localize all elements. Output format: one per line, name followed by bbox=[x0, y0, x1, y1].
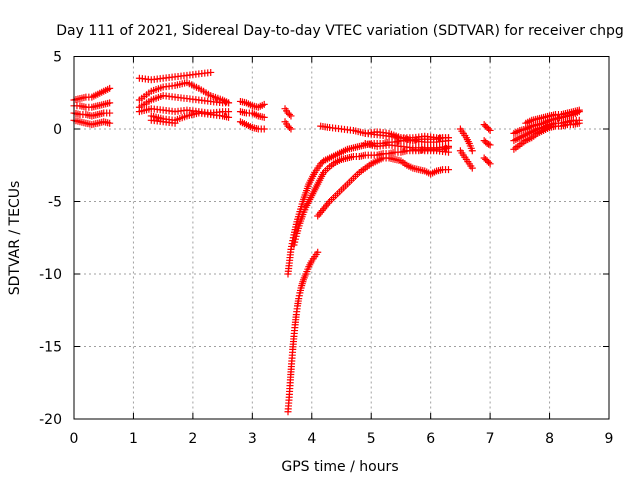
data-point bbox=[445, 144, 452, 152]
data-series-arc-e3 bbox=[284, 248, 322, 416]
data-point bbox=[486, 126, 494, 134]
x-tick-label: 7 bbox=[486, 431, 495, 447]
data-point bbox=[575, 106, 583, 114]
data-series-arc-c4 bbox=[281, 105, 295, 120]
data-series-arc-a4 bbox=[70, 116, 114, 129]
data-series-arc-e2 bbox=[290, 144, 452, 249]
data-series-arc-g4 bbox=[522, 106, 583, 127]
y-axis-label: SDTVAR / TECUs bbox=[7, 181, 23, 296]
data-point bbox=[485, 125, 493, 133]
data-point bbox=[445, 134, 452, 142]
data-point bbox=[314, 248, 322, 256]
x-tick-label: 0 bbox=[70, 431, 79, 447]
x-tick-label: 5 bbox=[367, 431, 376, 447]
y-tick-label: -10 bbox=[39, 267, 62, 283]
data-point bbox=[285, 111, 293, 118]
plot-frame bbox=[73, 56, 610, 420]
x-axis-label: GPS time / hours bbox=[281, 459, 398, 475]
y-tick-label: -5 bbox=[48, 195, 62, 211]
x-tick-label: 6 bbox=[426, 431, 435, 447]
data-point bbox=[483, 140, 491, 147]
y-tick-label: -15 bbox=[39, 340, 62, 356]
data-series-arc-b1 bbox=[135, 68, 215, 84]
data-point bbox=[106, 119, 114, 127]
data-point bbox=[171, 119, 179, 127]
x-tick-label: 8 bbox=[545, 431, 554, 447]
data-point bbox=[260, 113, 268, 121]
data-series-arc-f1 bbox=[456, 125, 476, 155]
data-point bbox=[485, 158, 493, 166]
data-series-arc-a1 bbox=[70, 84, 114, 104]
data-series-arc-f3 bbox=[480, 121, 494, 134]
data-point bbox=[445, 166, 452, 174]
axis-ticks bbox=[73, 56, 610, 420]
data-point bbox=[106, 84, 114, 92]
data-series-arc-b6 bbox=[147, 116, 179, 127]
data-points bbox=[70, 68, 583, 416]
data-series-arc-f2 bbox=[456, 147, 476, 172]
data-series-arc-a2 bbox=[70, 99, 114, 111]
chart-title: Day 111 of 2021, Sidereal Day-to-day VTE… bbox=[56, 23, 624, 39]
data-series-arc-a3 bbox=[70, 109, 114, 120]
x-tick-label: 4 bbox=[307, 431, 316, 447]
data-point bbox=[287, 112, 295, 120]
data-series-arc-b5 bbox=[147, 109, 233, 124]
data-series-arc-c3 bbox=[236, 118, 268, 133]
y-tick-label: 0 bbox=[53, 122, 62, 138]
data-point bbox=[575, 119, 583, 127]
data-series-arc-c2 bbox=[236, 108, 268, 121]
data-series-arc-b3 bbox=[135, 92, 233, 111]
data-point bbox=[207, 68, 215, 76]
data-series-arc-e1 bbox=[284, 134, 452, 278]
data-point bbox=[468, 147, 476, 155]
data-point bbox=[260, 125, 268, 133]
data-point bbox=[260, 100, 268, 108]
tick-labels: 0 1 2 3 4 5 6 7 8 9 5 0 -5 -10 -15 -20 bbox=[39, 50, 613, 448]
x-tick-label: 2 bbox=[188, 431, 197, 447]
data-point bbox=[486, 141, 494, 149]
data-point bbox=[468, 164, 476, 172]
data-point bbox=[106, 99, 114, 107]
data-series-arc-c5 bbox=[281, 118, 295, 133]
data-series-arc-f5 bbox=[480, 154, 494, 168]
data-series-arc-e4 bbox=[314, 154, 452, 220]
data-point bbox=[485, 140, 493, 148]
x-tick-label: 3 bbox=[248, 431, 257, 447]
data-point bbox=[486, 160, 494, 168]
data-series-arc-g3 bbox=[510, 119, 583, 153]
data-point bbox=[225, 113, 233, 121]
data-point bbox=[225, 99, 233, 107]
data-series-arc-f4 bbox=[480, 137, 494, 149]
x-tick-label: 9 bbox=[605, 431, 614, 447]
y-tick-label: -20 bbox=[39, 412, 62, 428]
data-point bbox=[106, 109, 114, 117]
x-tick-label: 1 bbox=[129, 431, 138, 447]
data-point bbox=[287, 125, 295, 133]
data-series-arc-c1 bbox=[236, 97, 268, 111]
data-point bbox=[285, 124, 293, 132]
y-tick-label: 5 bbox=[53, 50, 62, 66]
